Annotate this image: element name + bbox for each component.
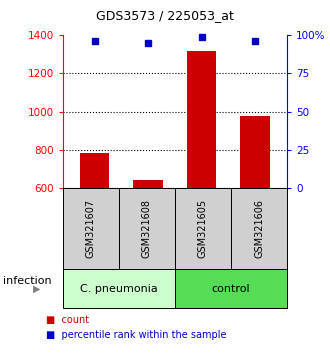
Text: GSM321608: GSM321608	[142, 199, 152, 258]
Bar	[240, 116, 270, 188]
Text: ▶: ▶	[33, 284, 41, 294]
Text: ■  percentile rank within the sample: ■ percentile rank within the sample	[46, 330, 227, 339]
Text: GDS3573 / 225053_at: GDS3573 / 225053_at	[96, 10, 234, 22]
Text: ■  count: ■ count	[46, 315, 89, 325]
Bar	[80, 153, 110, 188]
Bar	[187, 51, 216, 188]
Text: C. pneumonia: C. pneumonia	[80, 284, 158, 293]
Text: GSM321606: GSM321606	[254, 199, 264, 258]
Text: GSM321607: GSM321607	[86, 199, 96, 258]
Text: GSM321605: GSM321605	[198, 199, 208, 258]
Bar	[134, 180, 163, 188]
Text: control: control	[212, 284, 250, 293]
Text: infection: infection	[3, 276, 52, 286]
